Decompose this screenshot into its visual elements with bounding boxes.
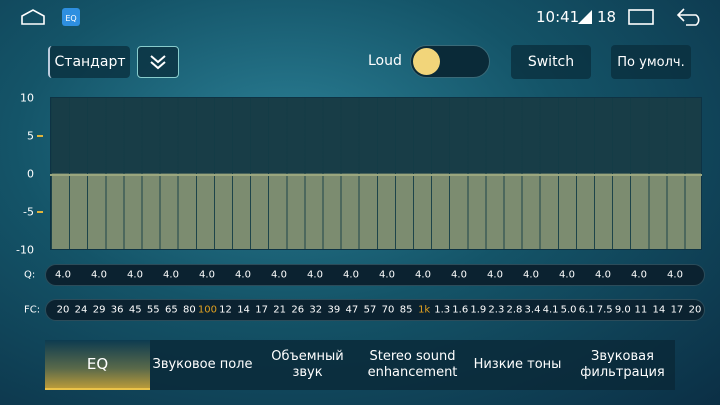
fc-value[interactable]: 1.3 <box>434 304 451 316</box>
home-button[interactable] <box>20 8 46 26</box>
fc-value[interactable]: 5.0 <box>560 304 577 316</box>
loud-toggle[interactable] <box>410 45 490 78</box>
q-value[interactable]: 4.0 <box>91 269 107 281</box>
q-value[interactable]: 4.0 <box>415 269 431 281</box>
clock: 10:41 <box>536 8 580 26</box>
tab[interactable]: Объемный звук <box>271 349 344 380</box>
fc-value[interactable]: 39 <box>327 304 341 316</box>
q-value[interactable]: 4.0 <box>487 269 503 281</box>
switch-button[interactable]: Switch <box>511 45 591 79</box>
q-value[interactable]: 4.0 <box>163 269 179 281</box>
q-row[interactable]: 4.0 4.0 4.0 4.0 4.0 4.0 4.0 4.0 4.0 4.0 4.0 4.0 4.0 4… <box>45 264 705 286</box>
fc-value[interactable]: 45 <box>128 304 142 316</box>
loud-label: Loud <box>368 53 402 69</box>
fc-value[interactable]: 14 <box>237 304 250 316</box>
y-tick <box>37 135 43 137</box>
q-value[interactable]: 4.0 <box>667 269 683 281</box>
preset-button[interactable]: Стандарт <box>48 46 130 78</box>
fc-value[interactable]: 20 <box>688 304 702 316</box>
fc-row[interactable]: 20 24 29 36 45 55 65 80 100 12 14 17 21 26 32 39 47 57 70 8… <box>45 299 705 321</box>
fc-value[interactable]: 55 <box>146 304 160 316</box>
fc-value[interactable]: 85 <box>399 304 413 316</box>
fc-value[interactable]: 17 <box>255 304 268 316</box>
fc-value[interactable]: 3.4 <box>524 304 541 316</box>
q-value[interactable]: 4.0 <box>199 269 215 281</box>
fc-value[interactable]: 9.0 <box>614 304 631 316</box>
q-value[interactable]: 4.0 <box>127 269 143 281</box>
q-value[interactable]: 4.0 <box>235 269 251 281</box>
fc-value[interactable]: 1.6 <box>452 304 469 316</box>
fc-value[interactable]: 6.1 <box>578 304 595 316</box>
back-button[interactable] <box>676 7 704 27</box>
q-value[interactable]: 4.0 <box>343 269 359 281</box>
tab[interactable]: Stereo sound enhancement <box>367 349 458 380</box>
q-value[interactable]: 4.0 <box>451 269 467 281</box>
eq-graph[interactable] <box>50 97 702 250</box>
fc-value[interactable]: 17 <box>670 304 684 316</box>
fc-value[interactable]: 2.8 <box>506 304 523 316</box>
q-value[interactable]: 4.0 <box>379 269 395 281</box>
tab[interactable]: Низкие тоны <box>473 357 562 372</box>
fc-value[interactable]: 24 <box>74 304 88 316</box>
y-label: -5 <box>23 205 34 219</box>
tab[interactable]: Звуковая фильтрация <box>580 349 665 380</box>
signal-icon <box>578 10 592 24</box>
fc-value[interactable]: 70 <box>381 304 395 316</box>
y-label: 5 <box>27 129 34 143</box>
q-value[interactable]: 4.0 <box>271 269 287 281</box>
window-button[interactable] <box>628 9 654 25</box>
fc-value[interactable]: 65 <box>164 304 178 316</box>
app-icon[interactable]: EQ <box>62 8 80 26</box>
y-label: 0 <box>27 167 34 181</box>
fc-value[interactable]: 2.3 <box>488 304 505 316</box>
q-value[interactable]: 4.0 <box>307 269 323 281</box>
q-value[interactable]: 4.0 <box>55 269 71 281</box>
fc-value[interactable]: 47 <box>345 304 359 316</box>
tab[interactable]: EQ <box>45 340 150 390</box>
y-label: 10 <box>20 91 34 105</box>
fc-value[interactable]: 1k <box>418 304 431 316</box>
chevron-icon <box>150 55 166 70</box>
tab[interactable]: Звуковое поле <box>152 357 253 372</box>
q-value[interactable]: 4.0 <box>631 269 647 281</box>
tab-bar: EQ Звуковое поле Объемный звук Stereo sound… <box>45 340 675 390</box>
default-button[interactable]: По умолч. <box>611 45 691 79</box>
fc-value[interactable]: 12 <box>219 304 232 316</box>
fc-value[interactable]: 80 <box>183 304 196 316</box>
y-tick <box>37 211 43 213</box>
fc-value[interactable]: 29 <box>92 304 106 316</box>
fc-label: FC: <box>24 304 41 316</box>
dropdown-button[interactable] <box>137 46 179 78</box>
zero-line <box>50 174 702 176</box>
fc-value[interactable]: 57 <box>363 304 377 316</box>
fc-value[interactable]: 36 <box>110 304 124 316</box>
y-label: -10 <box>16 243 34 257</box>
q-value[interactable]: 4.0 <box>595 269 611 281</box>
fc-value[interactable]: 20 <box>56 304 70 316</box>
fc-value[interactable]: 11 <box>634 304 648 316</box>
fc-value[interactable]: 4.1 <box>542 304 559 316</box>
toggle-knob <box>413 48 440 75</box>
q-value[interactable]: 4.0 <box>559 269 575 281</box>
q-label: Q: <box>24 269 36 281</box>
q-value[interactable]: 4.0 <box>523 269 539 281</box>
signal-value: 18 <box>597 8 617 26</box>
svg-text:EQ: EQ <box>65 14 76 23</box>
fc-value[interactable]: 7.5 <box>596 304 613 316</box>
fc-value[interactable]: 26 <box>291 304 305 316</box>
fc-value[interactable]: 1.9 <box>470 304 487 316</box>
fc-value[interactable]: 100 <box>197 304 217 316</box>
fc-value[interactable]: 21 <box>273 304 287 316</box>
fc-value[interactable]: 14 <box>652 304 666 316</box>
fc-value[interactable]: 32 <box>309 304 323 316</box>
